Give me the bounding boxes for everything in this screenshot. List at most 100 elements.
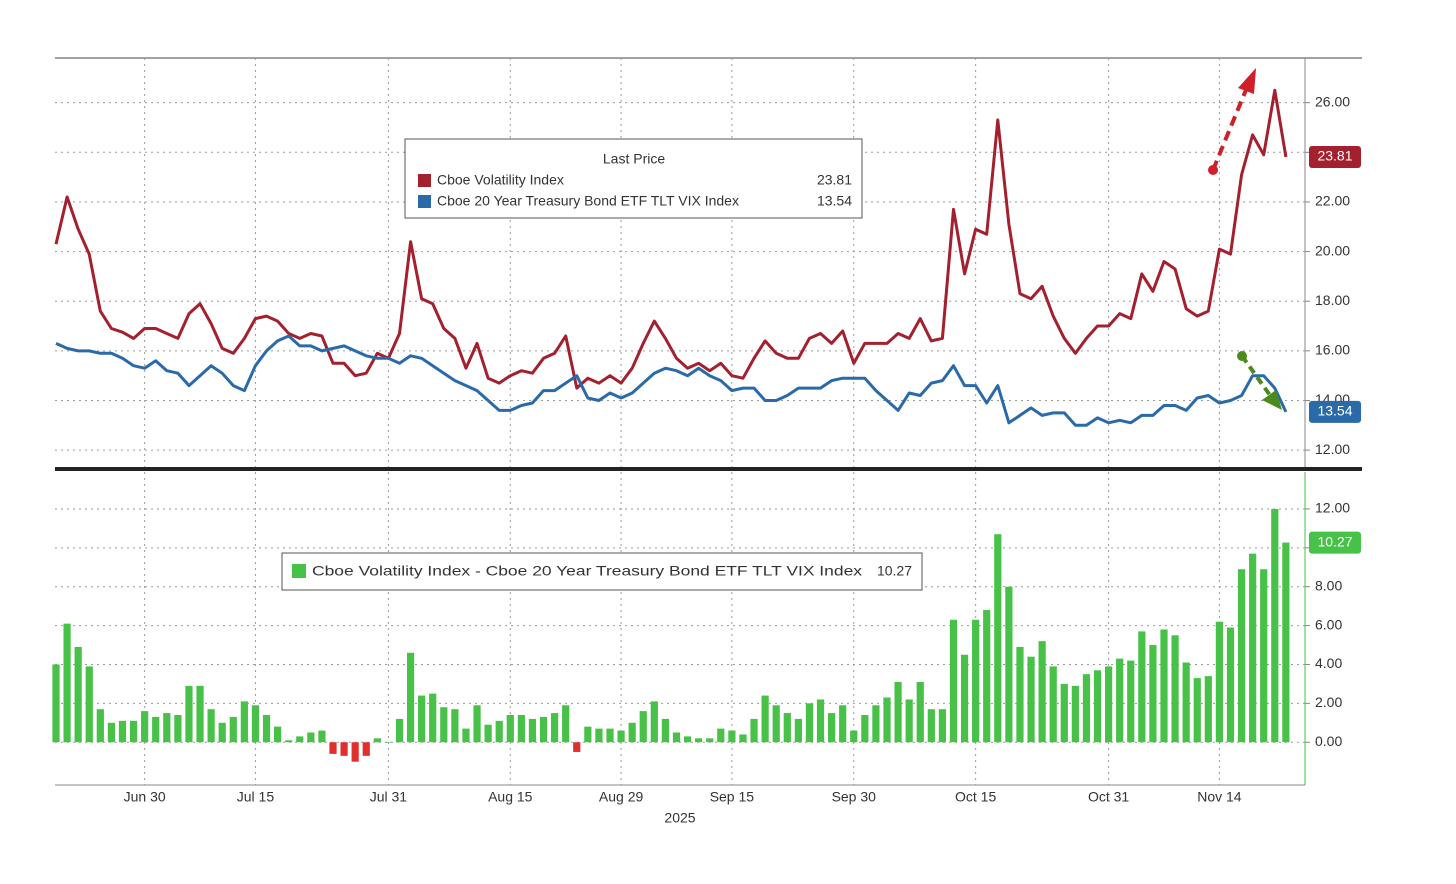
legend-label: Cboe Volatility Index - Cboe 20 Year Tre… [312,563,862,579]
bar [362,742,370,756]
bar [828,713,836,743]
bar [628,722,636,743]
bar [274,726,282,743]
bar [1204,676,1212,743]
bar [318,730,326,743]
bar [484,724,492,743]
bar [839,705,847,743]
bar [74,646,82,743]
line [55,334,1288,427]
legend-value: 23.81 [817,172,852,188]
legend-value: 10.27 [877,563,912,579]
bar [905,699,913,743]
bar [1005,586,1013,743]
bar [1237,569,1246,743]
bar [960,654,969,743]
bar [418,695,426,743]
bar [1260,569,1268,743]
legend-swatch [418,195,431,208]
bar [118,720,127,743]
bar [495,720,503,743]
bar [927,709,935,743]
bar [872,705,880,743]
bar [728,730,736,743]
bar [1171,635,1179,743]
x-tick-label: Aug 29 [599,789,644,805]
bar [1282,542,1290,743]
bar [1038,641,1046,743]
bar [606,728,614,743]
x-axis-label: 2025 [664,810,695,826]
bar [1082,674,1091,743]
legend-box [404,138,863,219]
bar [916,681,924,743]
bar [584,726,592,743]
bar [695,738,703,743]
value-tag [1309,400,1361,423]
bar [761,695,769,743]
bar [473,705,481,743]
bar [1160,629,1168,743]
bar [85,666,93,743]
legend-swatch [292,564,306,578]
x-tick-label: Jul 15 [237,789,275,805]
bar [883,697,891,743]
bar [262,715,271,743]
bar [972,619,980,743]
bar [539,716,548,743]
bar [1116,658,1124,743]
bar [706,738,714,743]
bar [805,703,814,743]
legend-label: Cboe 20 Year Treasury Bond ETF TLT VIX I… [437,193,739,209]
bar [617,730,625,743]
bar [816,699,825,743]
value-tag-label: 13.54 [1317,403,1352,419]
bar [63,623,71,743]
line [54,88,1288,390]
y-tick-label: 12.00 [1315,500,1350,516]
bar [850,730,858,743]
value-tag-label: 23.81 [1317,148,1352,164]
bar [174,715,182,743]
bar [451,709,459,743]
x-tick-label: Aug 15 [488,789,533,805]
bar [717,728,725,743]
bar [218,722,226,743]
bar [152,716,160,743]
bar [307,732,315,743]
value-tag [1309,531,1361,554]
bar [462,728,470,743]
legend-label: Cboe Volatility Index [437,172,564,188]
bar [1271,508,1279,743]
bar [639,711,647,743]
bar [406,652,415,743]
bar [938,709,946,743]
bar [528,718,537,743]
bar [1016,646,1024,743]
x-tick-label: Sep 30 [832,789,877,805]
bar [207,709,215,743]
bar [373,738,381,743]
y-tick-label: 26.00 [1315,93,1350,109]
bar [949,619,958,743]
bar [739,734,747,743]
bar [750,718,758,743]
bar [1093,670,1102,743]
bar [285,740,293,743]
bar [1071,685,1079,743]
bar [1249,553,1257,743]
bar [141,711,149,743]
bar [196,685,204,743]
x-tick-label: Oct 15 [955,789,996,805]
bar [794,718,802,743]
bar [185,685,193,743]
bar [661,718,669,743]
bar [595,728,603,743]
y-tick-label: 22.00 [1315,193,1350,209]
bar [107,722,115,743]
bar [1182,662,1190,743]
x-tick-label: Jul 31 [370,789,408,805]
bar [562,705,570,743]
bar [551,713,559,743]
